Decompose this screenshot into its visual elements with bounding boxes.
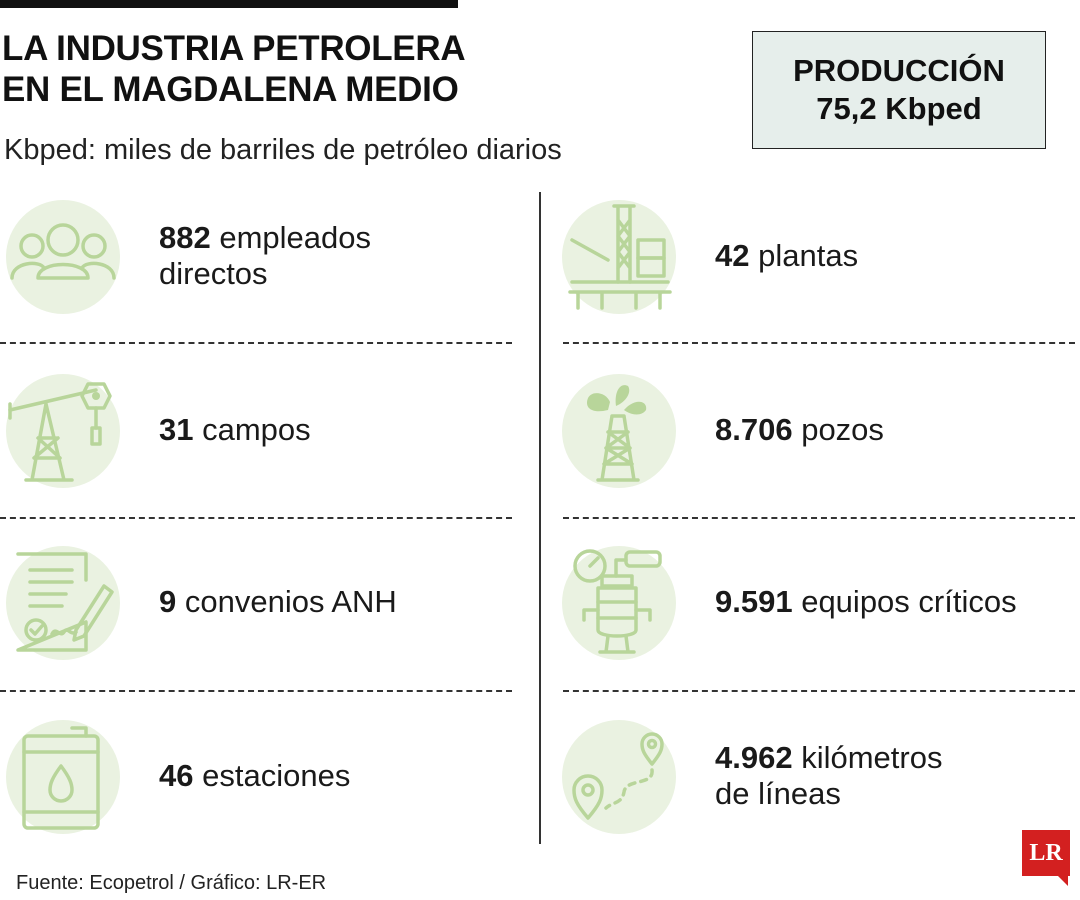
title-line-2: EN EL MAGDALENA MEDIO: [2, 70, 459, 109]
row-separator: [563, 517, 1075, 519]
top-accent-bar: [0, 0, 458, 8]
title-line-1: LA INDUSTRIA PETROLERA: [2, 29, 466, 68]
production-label: PRODUCCIÓN: [793, 53, 1005, 88]
stat-text-2: de líneas: [715, 776, 841, 811]
stat-wells: 8.706 pozos: [562, 374, 1080, 490]
page-title: LA INDUSTRIA PETROLERA EN EL MAGDALENA M…: [2, 28, 466, 110]
production-box: PRODUCCIÓN 75,2 Kbped: [752, 31, 1046, 149]
stat-text: kilómetros: [801, 740, 943, 775]
stat-text: campos: [202, 412, 311, 447]
oil-barrel-icon: [6, 720, 120, 834]
stat-pipelines: 4.962 kilómetros de líneas: [562, 720, 1080, 836]
stat-number: 46: [159, 758, 194, 793]
pumpjack-icon: [6, 374, 120, 488]
stat-text: convenios ANH: [184, 584, 397, 619]
row-separator: [0, 690, 512, 692]
row-separator: [563, 690, 1075, 692]
row-separator: [0, 517, 512, 519]
column-divider: [539, 192, 541, 844]
route-pins-icon: [562, 720, 676, 834]
stat-fields: 31 campos: [6, 374, 526, 490]
lr-logo-tail: [1044, 874, 1068, 886]
stat-text-2: directos: [159, 256, 268, 291]
source-credit: Fuente: Ecopetrol / Gráfico: LR-ER: [16, 872, 327, 894]
stat-agreements: 9 convenios ANH: [6, 546, 526, 662]
stat-number: 4.962: [715, 740, 793, 775]
stat-stations: 46 estaciones: [6, 720, 526, 836]
lr-logo: LR: [1022, 830, 1070, 876]
stat-plants: 42 plantas: [562, 200, 1080, 316]
stat-text: plantas: [758, 238, 859, 273]
stat-number: 882: [159, 220, 211, 255]
stat-equipment: 9.591 equipos críticos: [562, 546, 1080, 662]
stat-number: 42: [715, 238, 750, 273]
oil-well-gusher-icon: [562, 374, 676, 488]
stat-number: 31: [159, 412, 194, 447]
stat-number: 9.591: [715, 584, 793, 619]
stat-text: equipos críticos: [801, 584, 1017, 619]
stat-text: estaciones: [202, 758, 351, 793]
pressure-equipment-icon: [562, 546, 676, 660]
stat-number: 8.706: [715, 412, 793, 447]
stat-text: pozos: [801, 412, 884, 447]
stat-text: empleados: [219, 220, 372, 255]
row-separator: [0, 342, 512, 344]
subtitle: Kbped: miles de barriles de petróleo dia…: [4, 134, 562, 166]
people-group-icon: [6, 200, 120, 314]
signed-contract-icon: [6, 546, 120, 660]
row-separator: [563, 342, 1075, 344]
stat-number: 9: [159, 584, 177, 619]
offshore-platform-icon: [562, 200, 676, 314]
production-value: 75,2 Kbped: [816, 91, 982, 126]
stat-employees: 882 empleados directos: [6, 200, 526, 316]
